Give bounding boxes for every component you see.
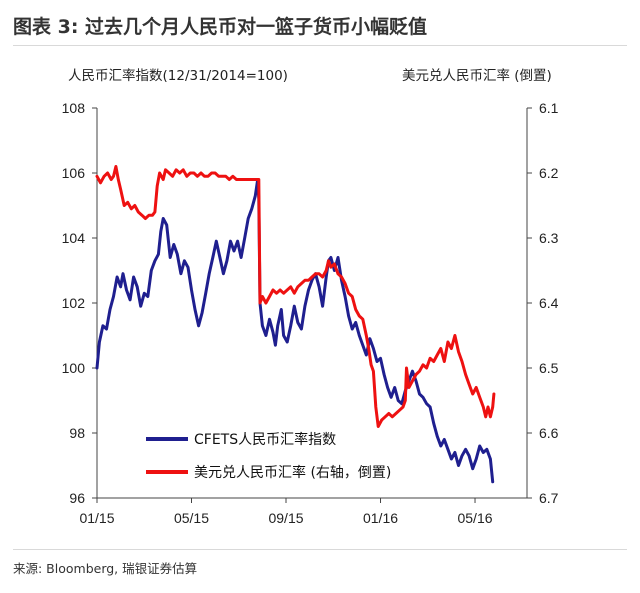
right-y-tick-label: 6.7: [539, 490, 559, 506]
cfets-index-line: [95, 178, 495, 484]
right-axis-caption: 美元兑人民币汇率 (倒置): [402, 68, 552, 84]
legend-label: CFETS人民币汇率指数: [194, 431, 336, 448]
right-y-tick-label: 6.6: [539, 425, 559, 441]
x-tick-label: 05/16: [457, 510, 492, 526]
source-divider: [13, 549, 627, 550]
left-y-tick-label: 98: [69, 425, 85, 441]
chart-title: 图表 3: 过去几个月人民币对一篮子货币小幅贬值: [13, 16, 428, 38]
x-tick-label: 05/15: [174, 510, 209, 526]
left-y-tick-label: 104: [62, 230, 86, 246]
left-y-tick-label: 100: [62, 360, 86, 376]
usdcny-inverted-line: [95, 165, 496, 428]
series-group: [95, 165, 496, 484]
x-tick-label: 09/15: [268, 510, 303, 526]
source-note: 来源: Bloomberg, 瑞银证券估算: [13, 561, 198, 576]
x-tick-label: 01/16: [363, 510, 398, 526]
x-tick-label: 01/15: [79, 510, 114, 526]
axes-group: 96 98 100 102 104 106 108 6.1 6.2 6.3 6.4 6.5 6.6 6.7…: [62, 100, 559, 526]
right-y-tick-label: 6.1: [539, 100, 559, 116]
left-y-tick-label: 96: [69, 490, 85, 506]
right-y-tick-label: 6.4: [539, 295, 559, 311]
title-divider: [13, 45, 627, 46]
legend-label: 美元兑人民币汇率 (右轴，倒置): [194, 464, 391, 481]
left-y-tick-label: 106: [62, 165, 86, 181]
right-y-tick-label: 6.3: [539, 230, 559, 246]
left-y-tick-label: 108: [62, 100, 86, 116]
right-y-tick-label: 6.2: [539, 165, 559, 181]
left-y-tick-label: 102: [62, 295, 86, 311]
left-axis-caption: 人民币汇率指数(12/31/2014=100): [68, 68, 288, 84]
right-y-tick-label: 6.5: [539, 360, 559, 376]
